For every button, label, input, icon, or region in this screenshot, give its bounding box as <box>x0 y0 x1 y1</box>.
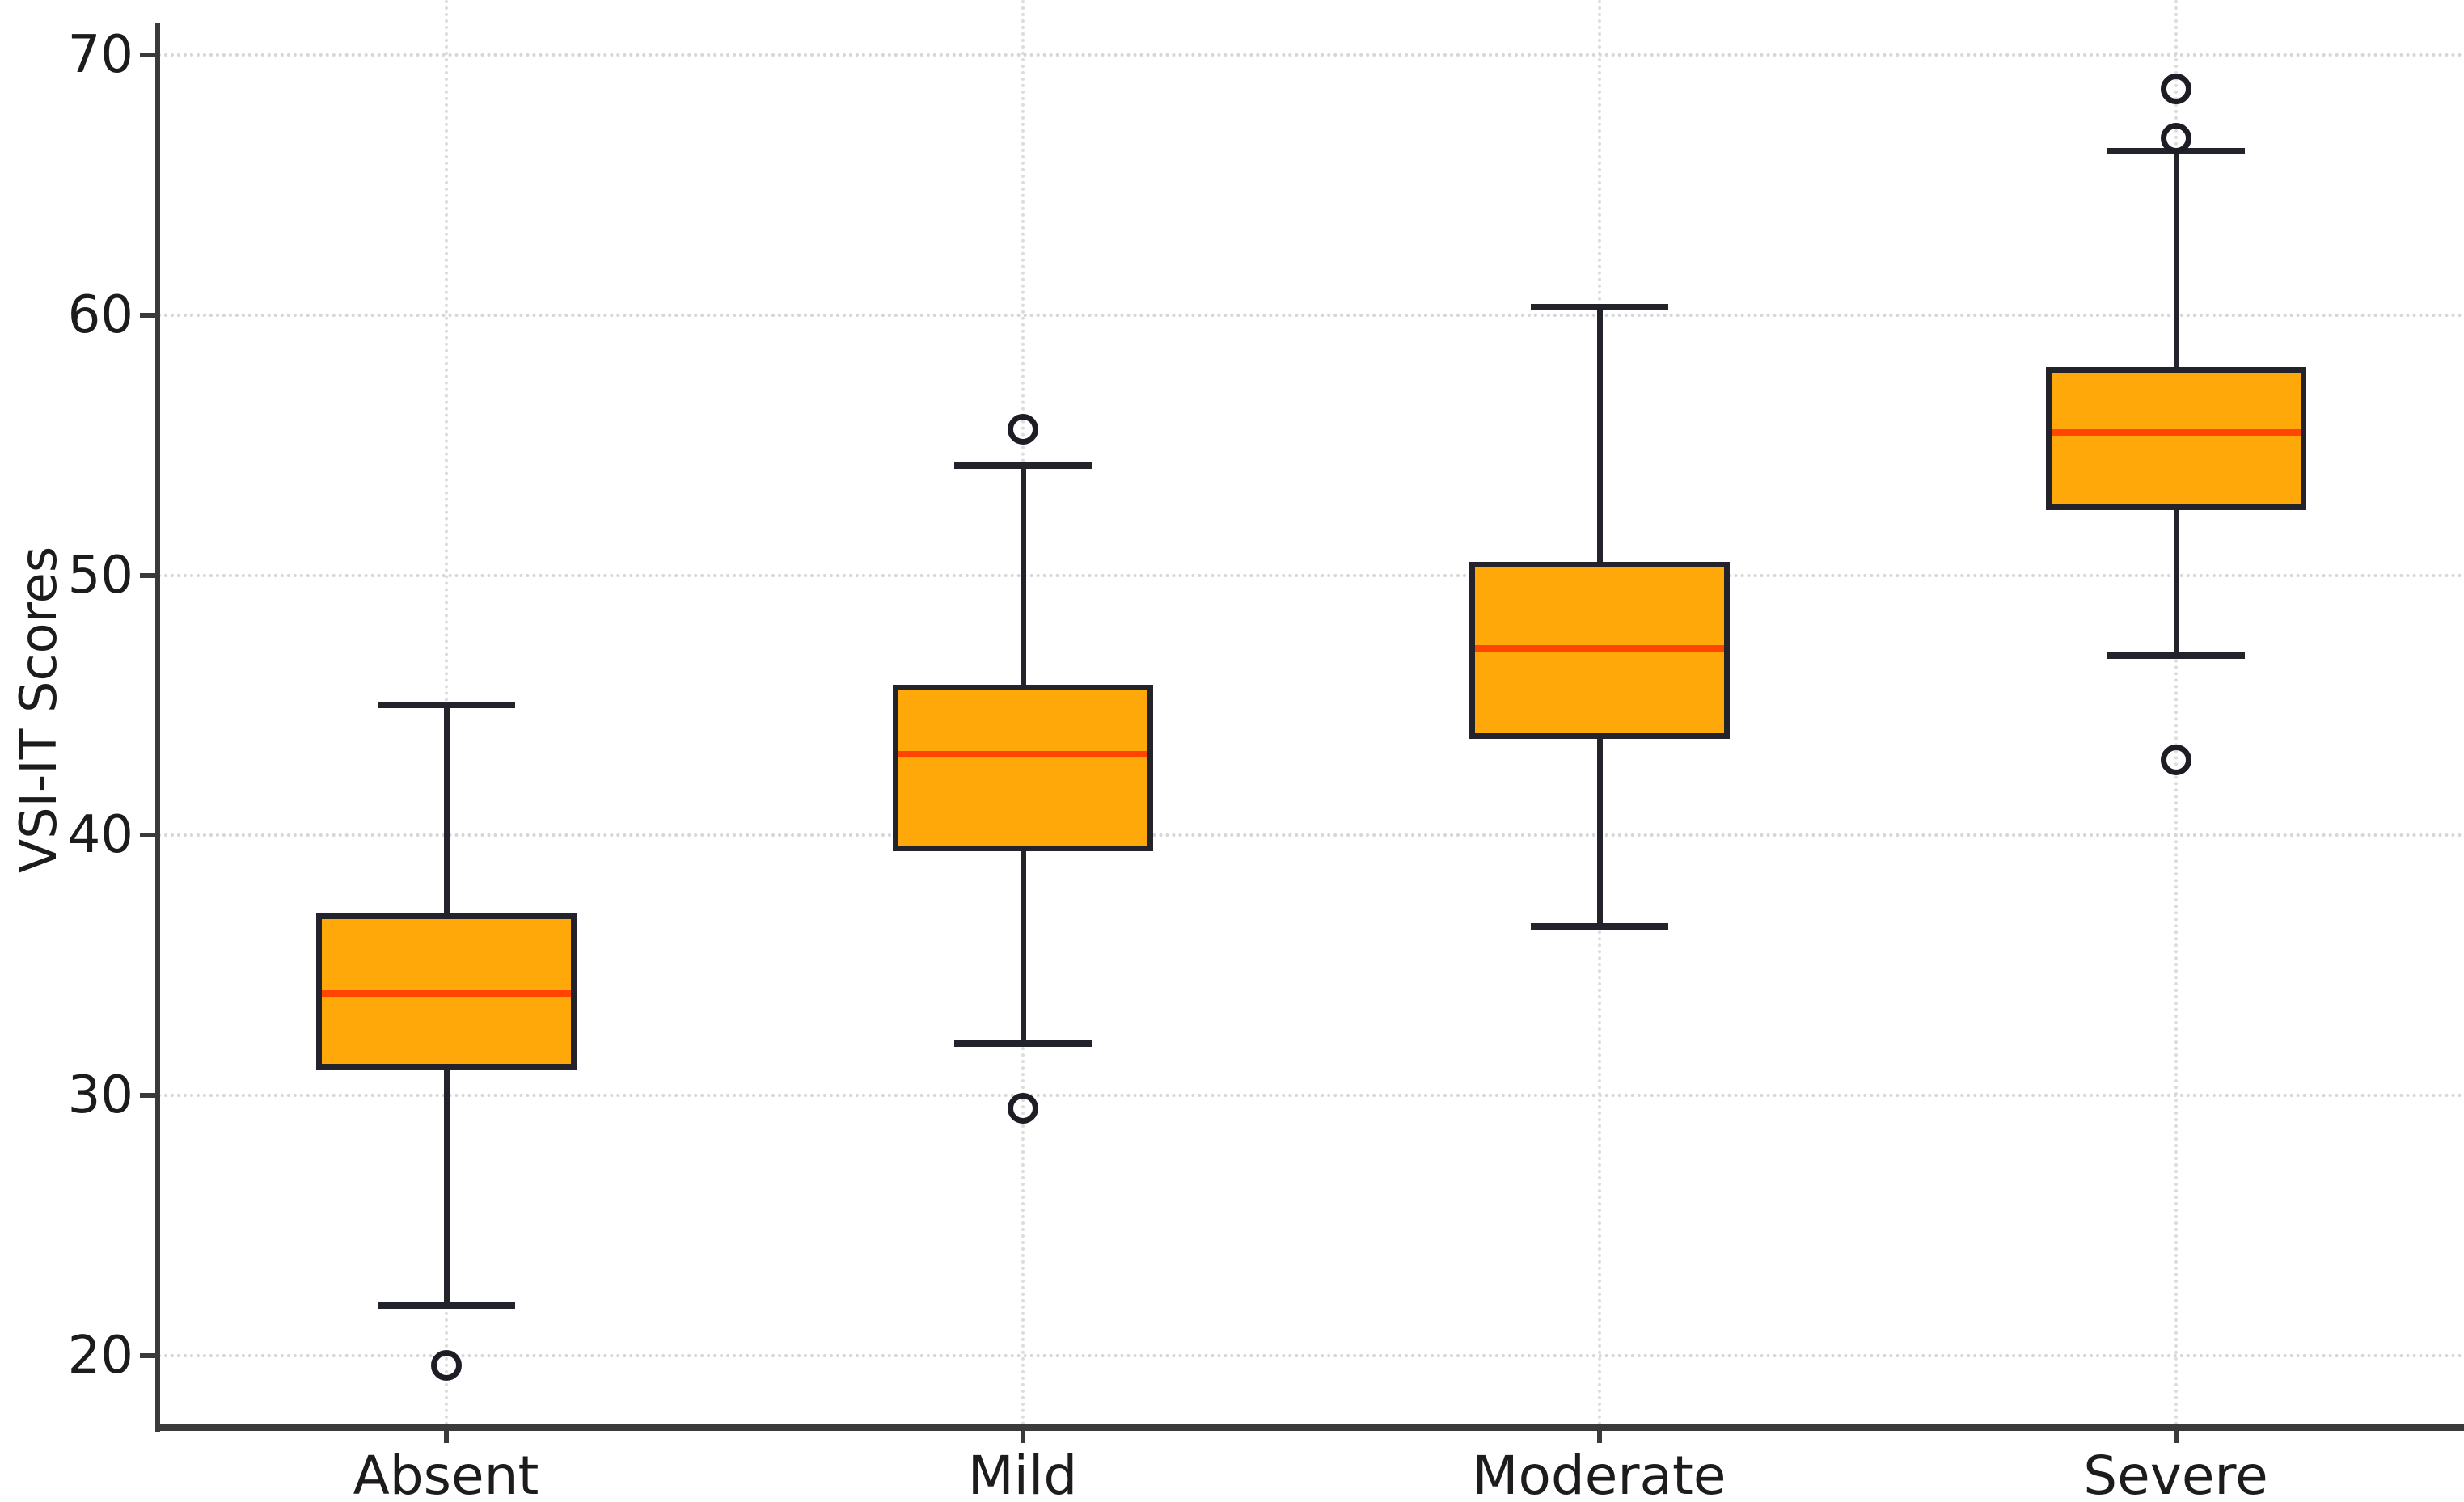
whisker-line-upper <box>1020 466 1026 685</box>
whisker-line-lower <box>1596 739 1603 926</box>
x-tick <box>443 1427 449 1443</box>
x-axis-line <box>155 1424 2464 1431</box>
whisker-line-lower <box>443 1069 450 1306</box>
whisker-cap-lower <box>2107 652 2245 660</box>
y-tick <box>140 53 158 58</box>
y-axis-spine <box>155 23 160 1432</box>
y-tick-label: 60 <box>67 285 133 345</box>
x-tick-label: Mild <box>967 1445 1078 1502</box>
x-tick <box>1596 1427 1602 1443</box>
y-tick-label: 30 <box>67 1065 133 1125</box>
y-tick <box>140 1352 158 1358</box>
y-tick-label: 20 <box>67 1325 133 1386</box>
whisker-cap-lower <box>377 1302 515 1310</box>
whisker-line-upper <box>2173 151 2179 368</box>
y-tick <box>140 833 158 838</box>
x-tick-label: Absent <box>353 1445 539 1502</box>
outlier-point <box>1007 1092 1038 1124</box>
x-tick-label: Severe <box>2083 1445 2268 1502</box>
x-tick <box>2173 1427 2179 1443</box>
median-line <box>1474 644 1724 652</box>
y-tick <box>140 572 158 578</box>
whisker-cap-upper <box>1530 304 1668 311</box>
h-gridline <box>158 53 2464 57</box>
outlier-point <box>1007 414 1038 445</box>
whisker-line-lower <box>1020 850 1026 1044</box>
y-tick-label: 40 <box>67 805 133 866</box>
median-line <box>2051 428 2301 436</box>
outlier-point <box>2160 123 2191 154</box>
outlier-point <box>2160 744 2191 775</box>
h-gridline <box>158 313 2464 317</box>
whisker-line-lower <box>2173 510 2179 656</box>
h-gridline <box>158 1353 2464 1357</box>
box <box>2045 367 2306 511</box>
outlier-point <box>430 1350 462 1382</box>
x-tick <box>1020 1427 1025 1443</box>
y-tick-label: 70 <box>67 25 133 86</box>
median-line <box>321 990 571 998</box>
median-line <box>898 751 1147 758</box>
v-gridline <box>2174 0 2178 1427</box>
x-tick-label: Moderate <box>1472 1445 1726 1502</box>
y-tick-label: 50 <box>67 545 133 605</box>
whisker-line-upper <box>1596 307 1603 563</box>
y-tick <box>140 312 158 318</box>
box <box>892 684 1153 851</box>
whisker-line-upper <box>443 705 450 913</box>
outlier-point <box>2160 74 2191 105</box>
whisker-cap-lower <box>1530 922 1668 930</box>
h-gridline <box>158 833 2464 837</box>
y-tick <box>140 1092 158 1098</box>
h-gridline <box>158 1093 2464 1097</box>
whisker-cap-upper <box>377 702 515 709</box>
y-axis-label: VSI-IT Scores <box>9 546 68 874</box>
whisker-cap-lower <box>953 1040 1092 1047</box>
whisker-cap-upper <box>953 462 1092 470</box>
h-gridline <box>158 573 2464 577</box>
